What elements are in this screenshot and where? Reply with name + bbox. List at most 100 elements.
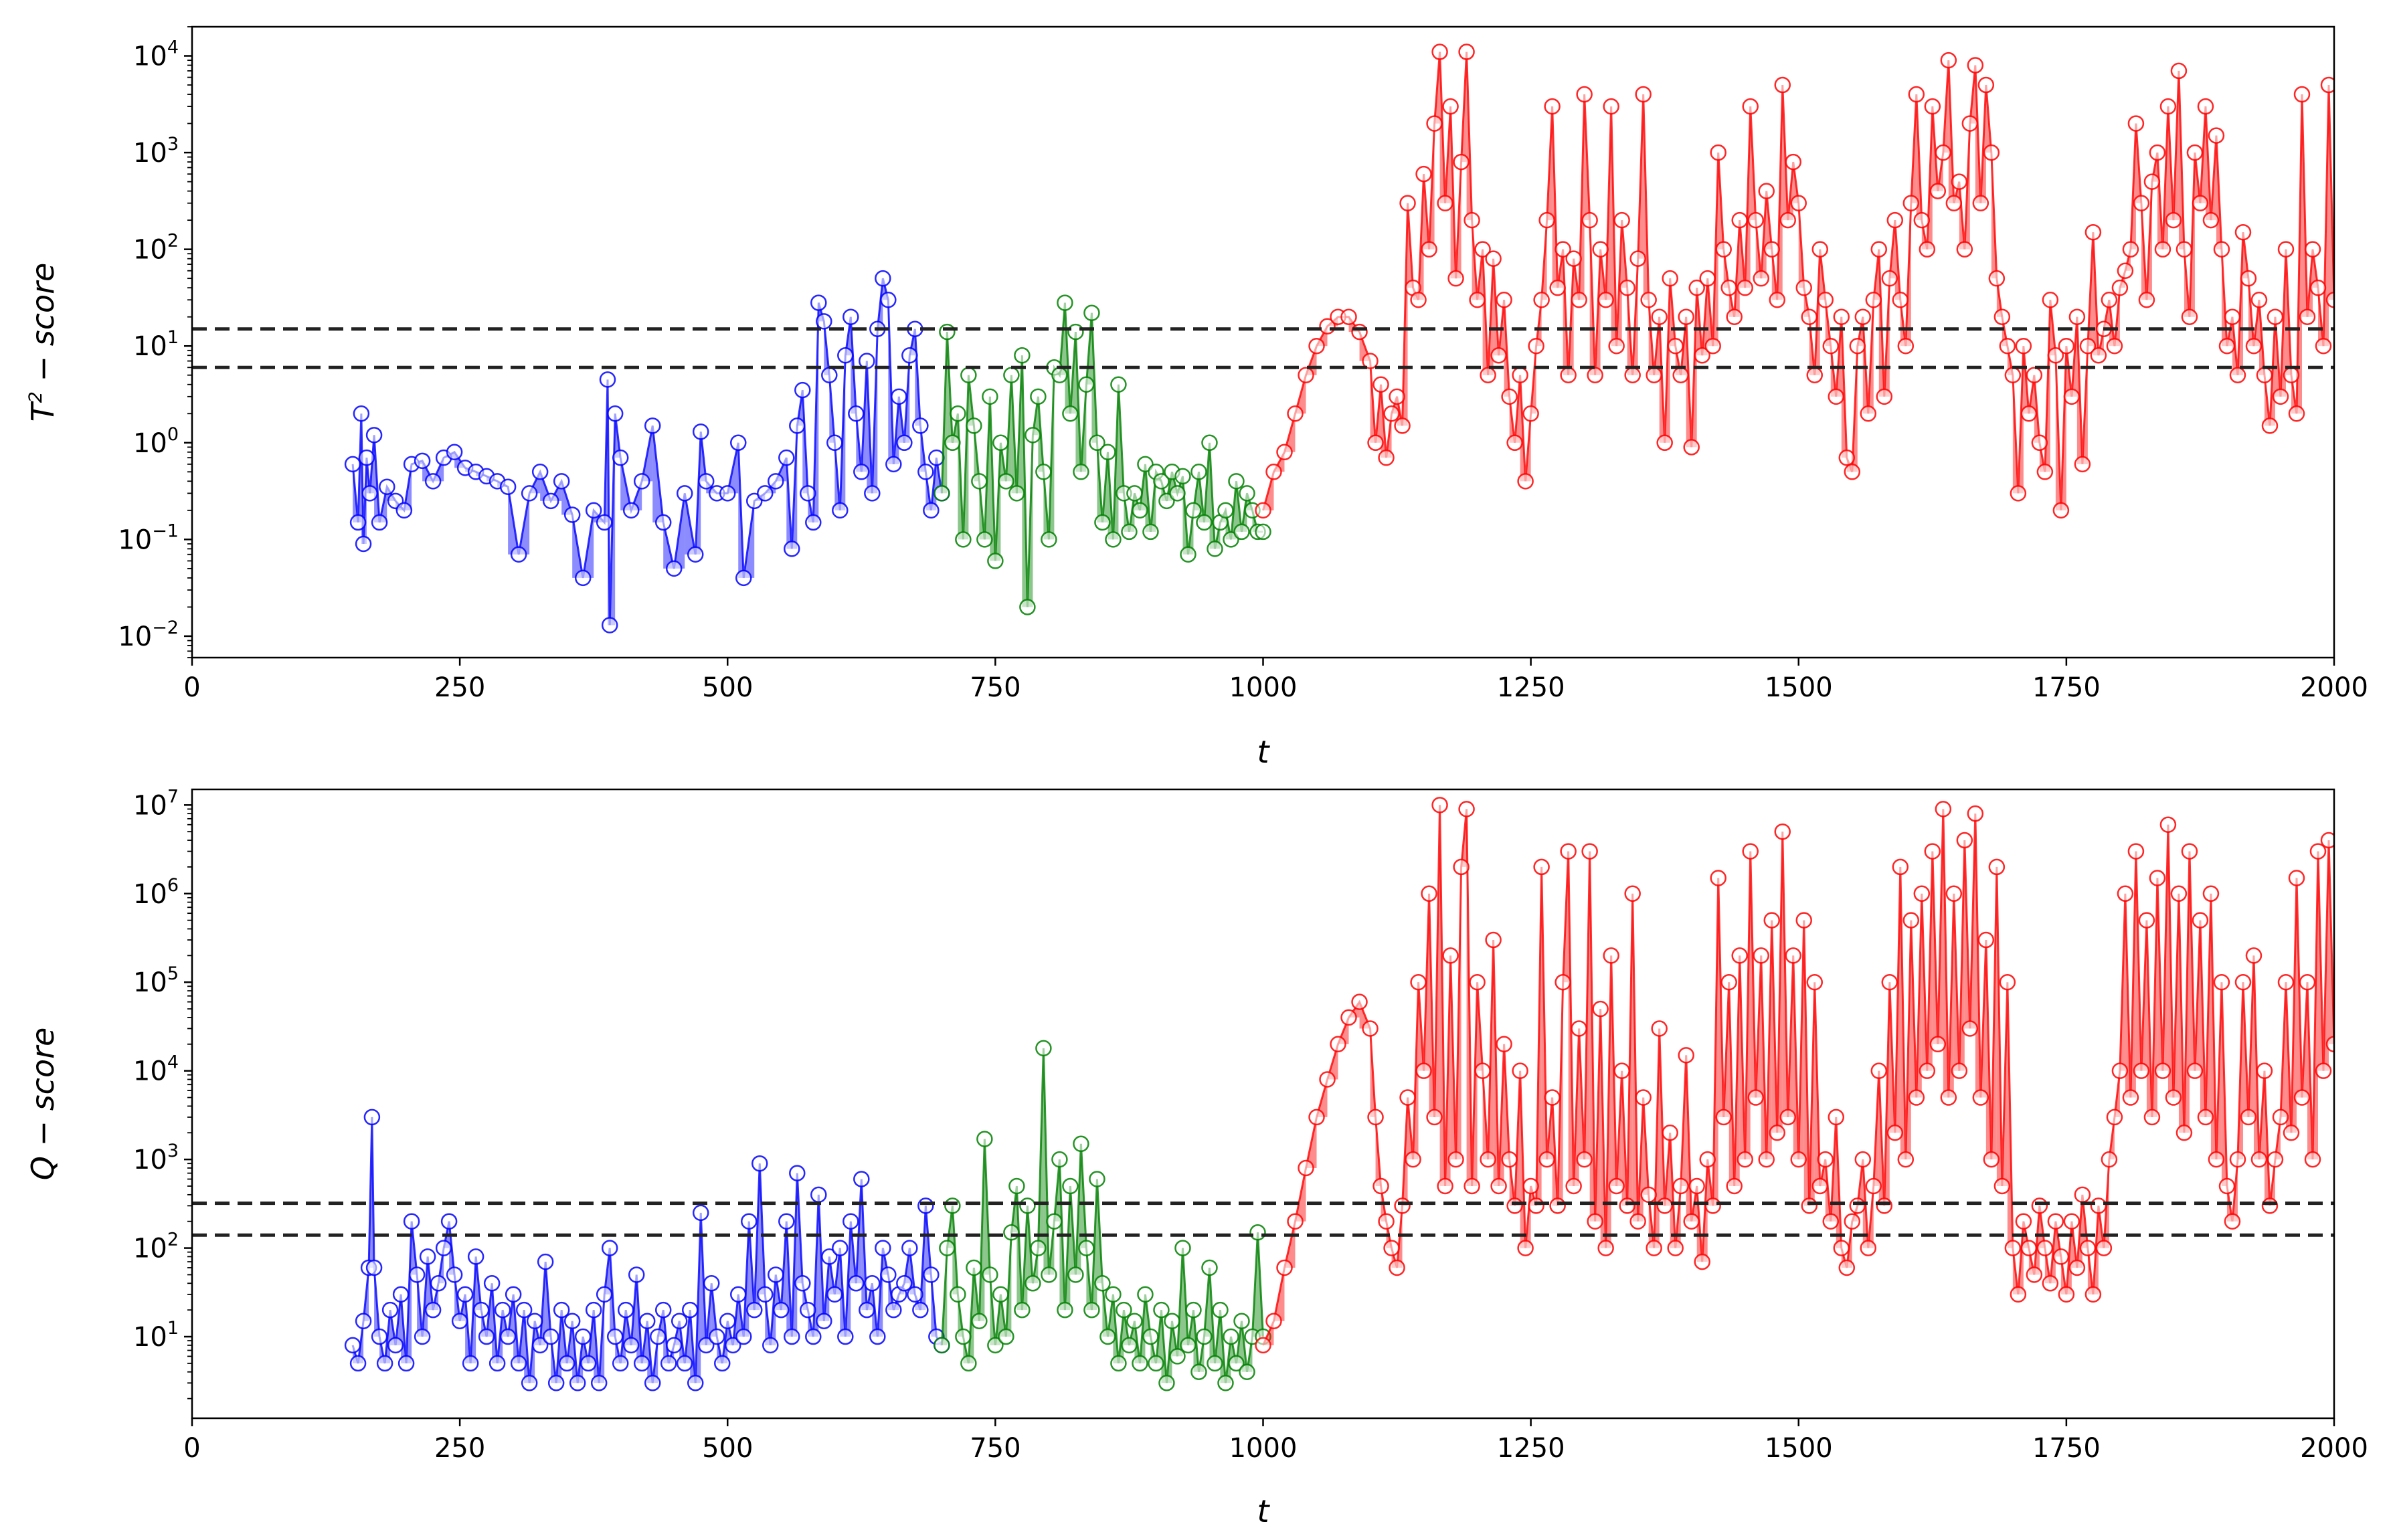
q-point (2063, 1213, 2080, 1230)
q-point (987, 1337, 1004, 1354)
t2-point (1833, 308, 1850, 325)
q-point (1025, 1275, 1041, 1292)
t2-point (1538, 211, 1555, 229)
q-point (1041, 1266, 1057, 1283)
t2-point (1185, 502, 1202, 519)
q-point (837, 1328, 854, 1345)
q-point (1555, 973, 1571, 991)
t2-point (1945, 195, 1963, 211)
t2-point (1646, 367, 1662, 383)
q-point (515, 1301, 533, 1319)
q-point (542, 1328, 559, 1345)
q-point (1083, 1301, 1100, 1319)
q-point (1828, 1109, 1845, 1126)
t2-point (1555, 241, 1571, 258)
t2-x-tick-label: 1250 (1497, 672, 1565, 703)
q-point (1635, 1089, 1652, 1106)
q-point (1860, 1240, 1877, 1256)
q-point (1383, 1240, 1400, 1256)
q-point (1977, 931, 1995, 949)
q-point (344, 1337, 361, 1354)
t2-point (1121, 523, 1138, 541)
t2-point (939, 323, 956, 341)
t2-point (1201, 434, 1218, 452)
q-point (676, 1355, 693, 1372)
q-point (1207, 1355, 1223, 1372)
q-point (392, 1286, 410, 1303)
q-point (467, 1248, 484, 1265)
t2-series-0 (344, 270, 950, 634)
q-point (805, 1328, 822, 1345)
t2-point (1522, 405, 1539, 422)
q-point (853, 1171, 870, 1187)
q-point (478, 1328, 495, 1345)
t2-point (599, 371, 616, 388)
t2-point (2026, 367, 2043, 383)
t2-point (1308, 337, 1325, 355)
t2-point (1421, 241, 1437, 258)
q-point (606, 1328, 624, 1345)
q-point (414, 1328, 431, 1345)
q-point (2036, 1240, 2054, 1256)
q-point (521, 1375, 538, 1391)
t2-point (2036, 464, 2054, 480)
q-point (907, 1286, 923, 1303)
t2-point (1019, 599, 1036, 615)
t2-point (687, 546, 704, 563)
q-point (446, 1266, 463, 1283)
q-point (355, 1313, 372, 1329)
q-point (665, 1337, 683, 1354)
t2-point (1742, 98, 1759, 115)
t2-point (982, 388, 998, 405)
q-point (1710, 870, 1726, 886)
q-point (435, 1240, 452, 1256)
t2-point (928, 449, 945, 466)
q-point (1908, 1089, 1925, 1106)
q-point (451, 1313, 468, 1329)
q-point (1255, 1337, 1271, 1354)
t2-y-tick-label: 104 (133, 37, 179, 72)
q-point (1185, 1301, 1202, 1319)
q-point (832, 1240, 849, 1256)
q-point (2106, 1109, 2123, 1126)
t2-point (1544, 98, 1561, 115)
t2-point (1239, 485, 1255, 502)
q-point (1019, 1197, 1036, 1214)
q-point (746, 1301, 763, 1319)
q-point (376, 1355, 393, 1372)
q-point (1223, 1328, 1239, 1345)
q-point (2250, 1151, 2268, 1168)
t2-point (2042, 291, 2059, 308)
t2-point (1389, 388, 1405, 405)
t2-point (816, 313, 832, 330)
q-point (1603, 947, 1619, 964)
t2-point (1576, 86, 1593, 103)
q-point (1919, 1062, 1936, 1079)
q-point (751, 1155, 768, 1172)
q-point (1646, 1240, 1662, 1256)
q-y-tick-label: 104 (133, 1052, 179, 1087)
q-point (1983, 1151, 2000, 1168)
t2-point (1351, 323, 1368, 341)
q-x-tick-label: 0 (183, 1433, 200, 1464)
q-point (494, 1301, 511, 1319)
q-point (381, 1301, 399, 1319)
q-point (2133, 1062, 2150, 1079)
q-point (692, 1204, 709, 1222)
q-point (2004, 1240, 2022, 1256)
q-point (1501, 1151, 1518, 1168)
q-point (424, 1301, 442, 1319)
t2-point (1415, 165, 1432, 183)
q-point (2229, 1151, 2246, 1168)
q-point (1683, 1213, 1700, 1230)
q-point (2084, 1286, 2102, 1303)
t2-point (2272, 388, 2289, 405)
t2-point (1828, 388, 1845, 405)
t2-point (1662, 270, 1678, 287)
q-point (971, 1313, 988, 1329)
t2-point (1105, 531, 1122, 548)
q-point (1897, 1151, 1915, 1168)
t2-point (395, 502, 413, 519)
t2-point (1083, 304, 1100, 321)
t2-point (1062, 405, 1079, 422)
